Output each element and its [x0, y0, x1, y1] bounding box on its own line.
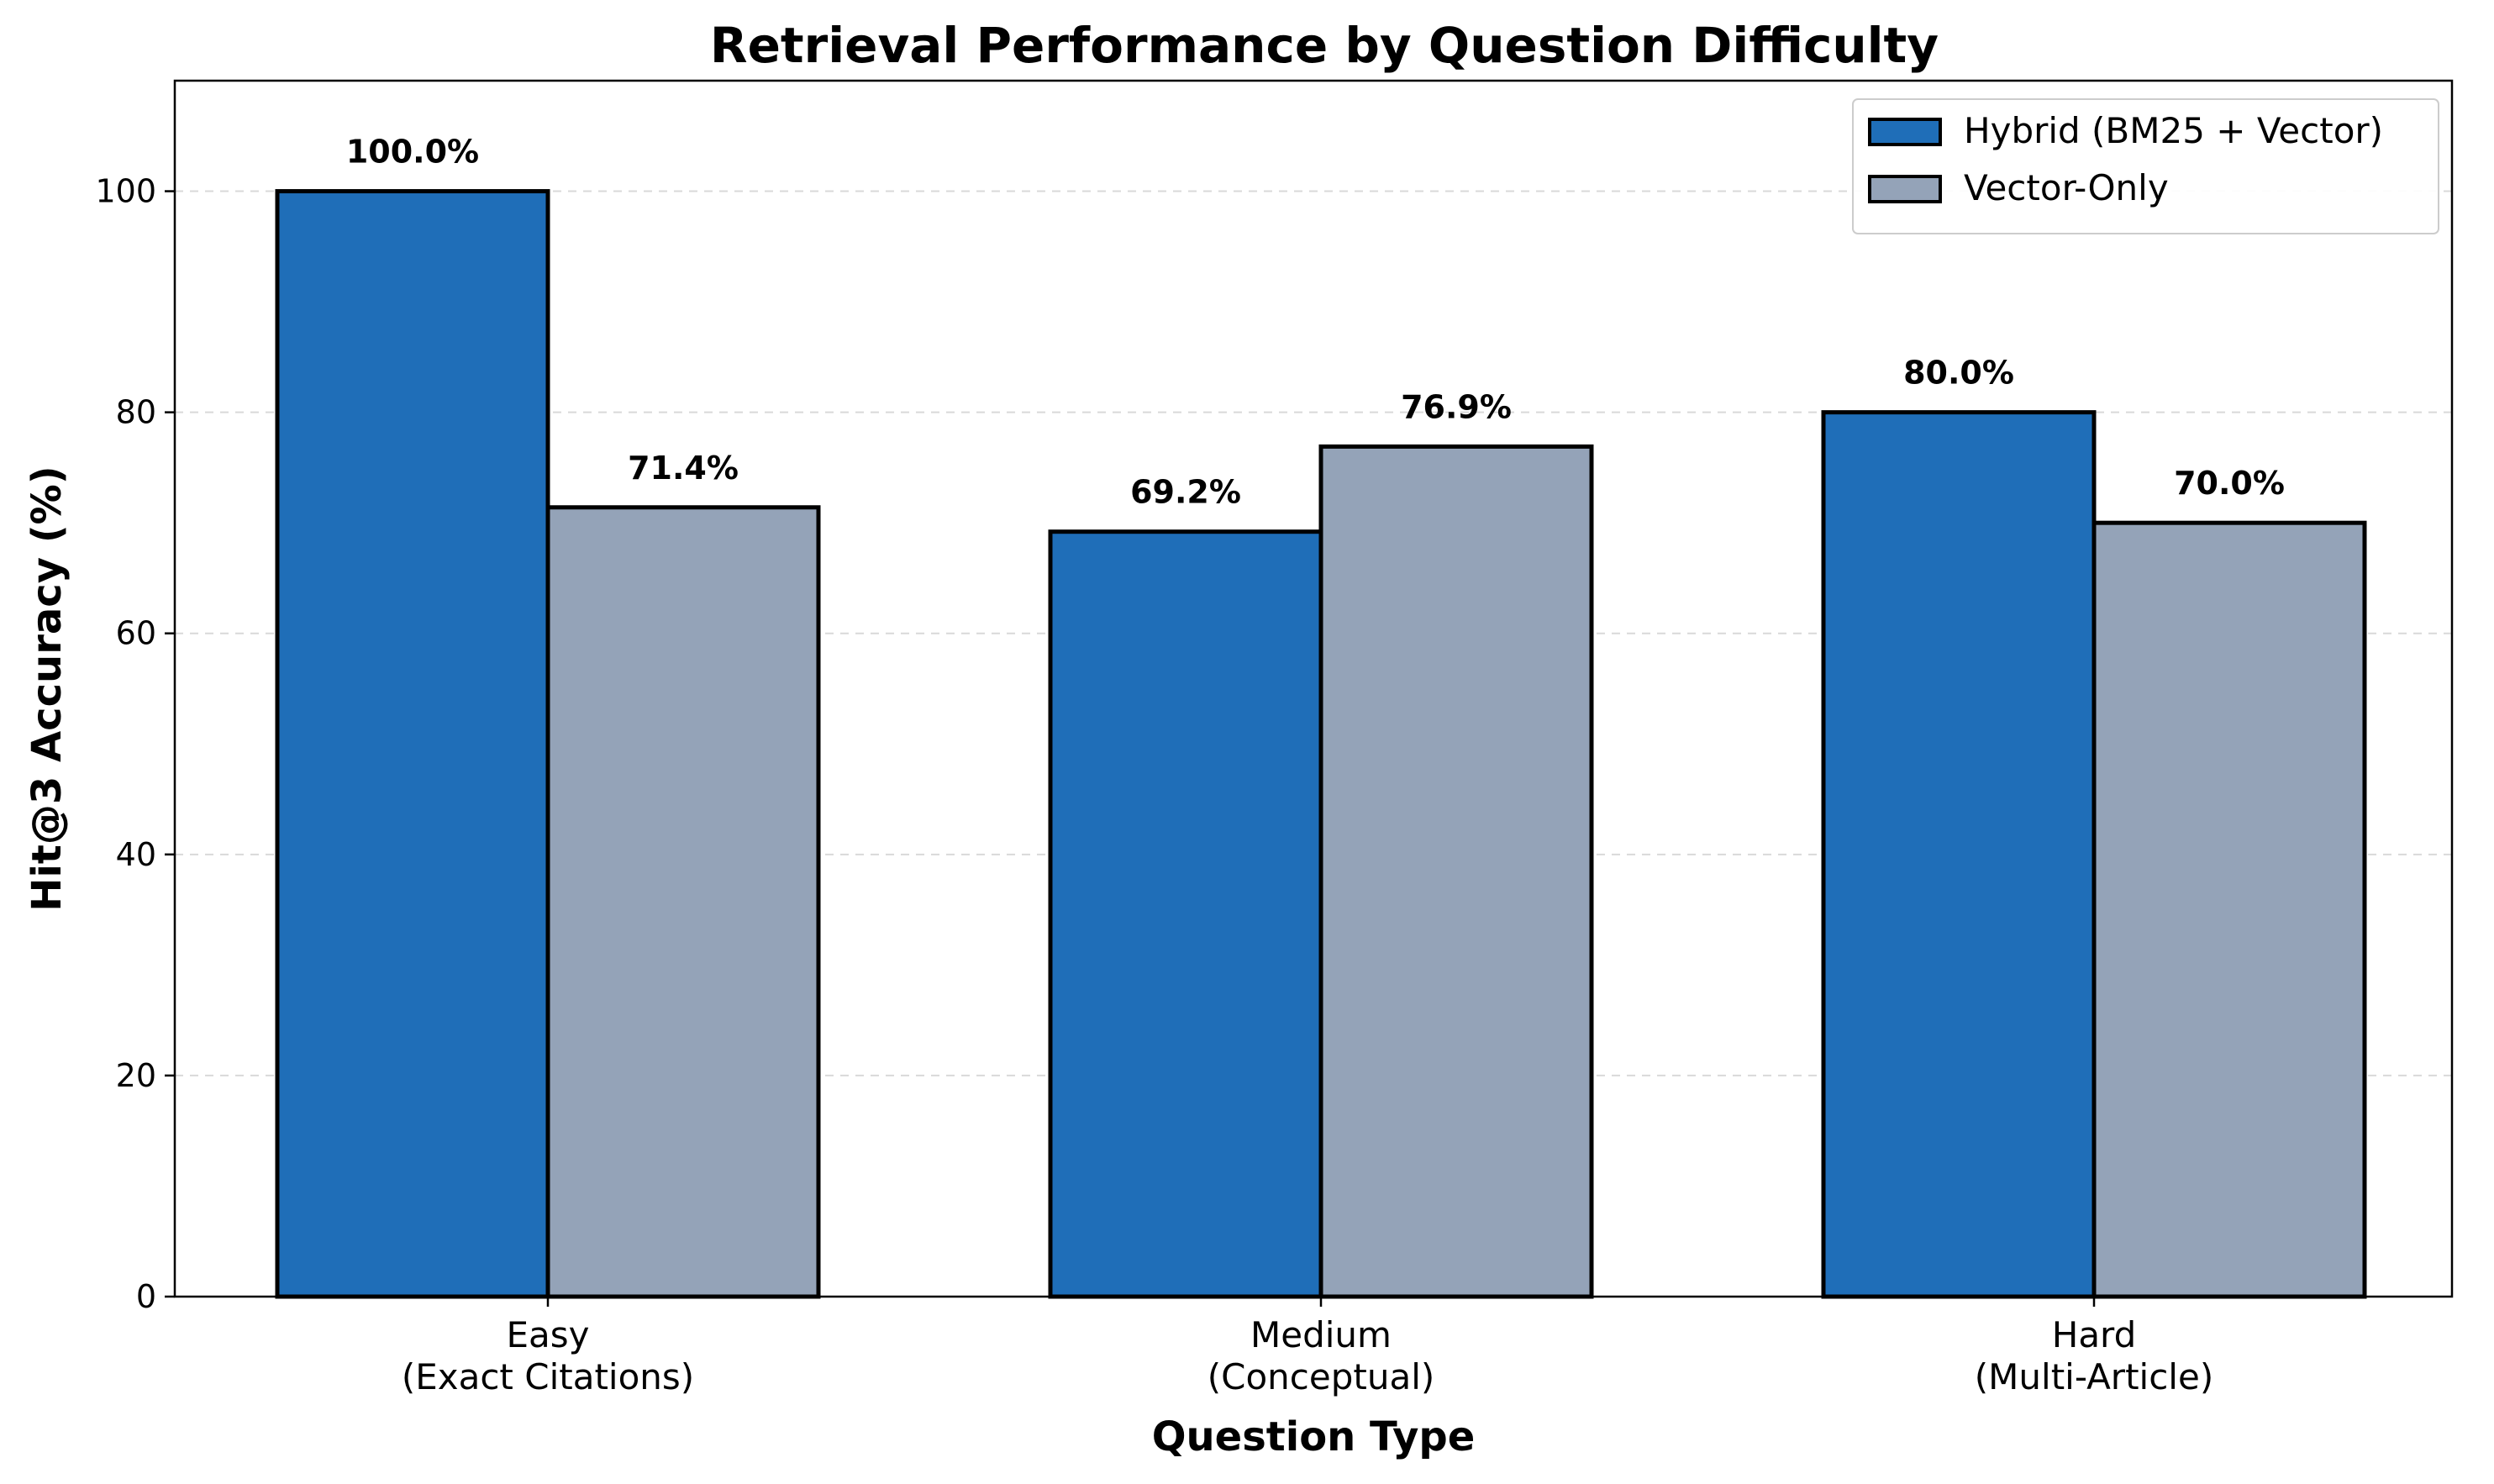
data-label: 76.9% [1401, 388, 1512, 425]
x-tick-label: Hard [2052, 1314, 2137, 1355]
legend-entry: Vector-Only [1964, 167, 2169, 208]
x-tick-label: Easy [506, 1314, 589, 1355]
y-tick-label: 40 [116, 836, 156, 873]
x-axis-label: Question Type [1152, 1413, 1476, 1460]
x-tick-label: (Multi-Article) [1975, 1356, 2213, 1397]
legend-box [1852, 98, 2439, 234]
bar [1048, 529, 1323, 1299]
legend-swatch [1868, 118, 1942, 146]
x-tick-label: (Exact Citations) [402, 1356, 694, 1397]
bar [545, 505, 821, 1299]
y-tick-label: 100 [95, 173, 156, 210]
y-tick-label: 20 [116, 1057, 156, 1094]
legend: Hybrid (BM25 + Vector) Vector-Only [1852, 98, 2439, 234]
x-axis-ticks: Easy(Exact Citations) Medium(Conceptual) H… [402, 1297, 2213, 1397]
data-label: 71.4% [628, 450, 739, 487]
data-label: 70.0% [2174, 465, 2285, 502]
y-tick-label: 80 [116, 394, 156, 431]
y-tick-label: 60 [116, 615, 156, 652]
bar [1821, 410, 2097, 1299]
bar [1318, 444, 1594, 1299]
y-axis-label: Hit@3 Accuracy (%) [24, 466, 71, 911]
plot-frame [173, 79, 2454, 1298]
legend-swatch [1868, 175, 1942, 203]
x-tick-label: (Conceptual) [1208, 1356, 1435, 1397]
x-tick-label: Medium [1250, 1314, 1392, 1355]
bars [275, 189, 2367, 1299]
y-tick-label: 0 [136, 1278, 156, 1315]
y-axis-ticks: 0 20 40 60 80 100 [95, 173, 175, 1315]
data-label: 100.0% [346, 134, 479, 171]
data-label: 80.0% [1903, 355, 2014, 392]
legend-entry: Hybrid (BM25 + Vector) [1964, 110, 2383, 151]
bar [275, 189, 550, 1299]
chart-title: Retrieval Performance by Question Diffic… [710, 17, 1939, 74]
bar [2091, 520, 2367, 1299]
data-labels: 100.0% 71.4% 69.2% 76.9% 80.0% 70.0% [346, 134, 2285, 511]
data-label: 69.2% [1130, 474, 1241, 511]
